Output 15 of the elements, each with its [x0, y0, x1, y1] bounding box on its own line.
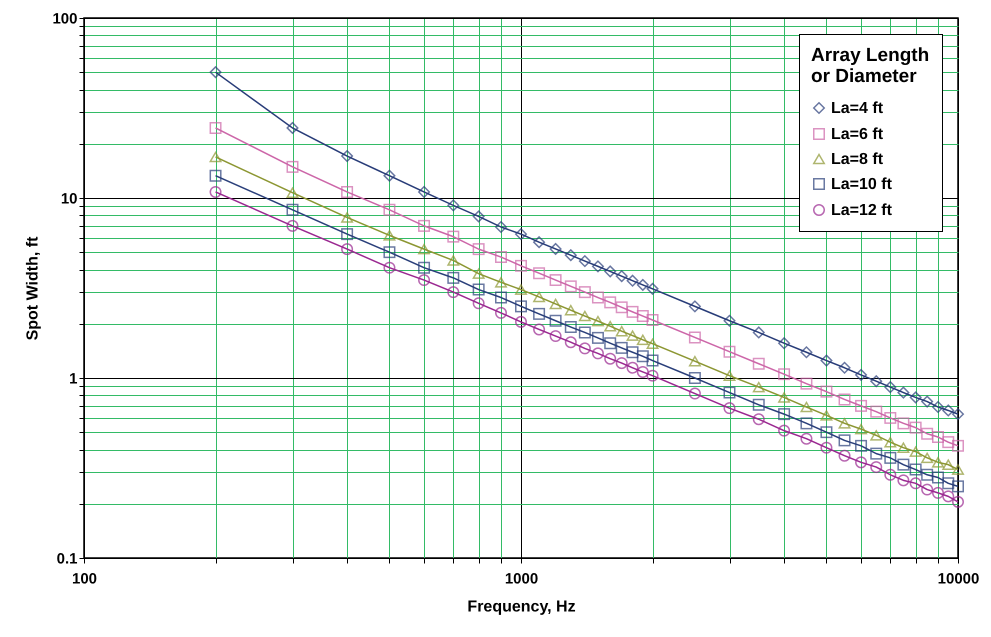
legend-label: La=8 ft	[831, 151, 884, 168]
legend-label: La=6 ft	[831, 126, 884, 143]
x-tick-label: 100	[72, 570, 98, 588]
x-tick-label: 1000	[504, 570, 538, 588]
y-tick-label: 100	[52, 10, 78, 28]
y-tick-label: 10	[60, 190, 78, 208]
y-tick-label: 0.1	[56, 550, 78, 568]
legend-label: La=10 ft	[831, 176, 893, 193]
x-tick-label: 10000	[938, 570, 980, 588]
y-axis-title: Spot Width, ft	[24, 236, 42, 340]
legend-label: La=12 ft	[831, 202, 893, 219]
y-tick-label: 1	[69, 370, 78, 388]
legend-label: La=4 ft	[831, 100, 884, 117]
legend-title: Array Length or Diameter	[811, 45, 930, 87]
x-axis-title: Frequency, Hz	[467, 598, 576, 616]
